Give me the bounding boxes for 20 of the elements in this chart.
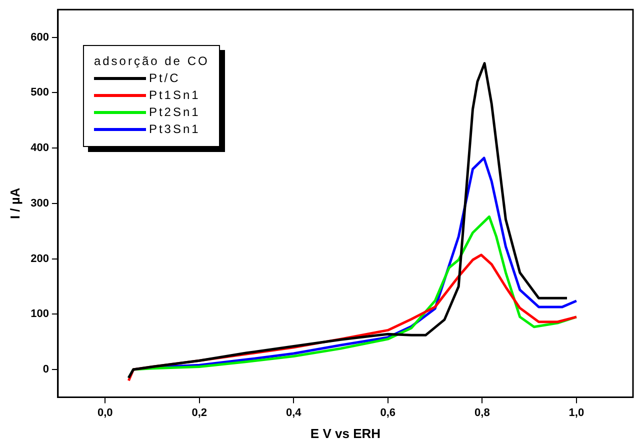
legend-label: Pt/C — [148, 71, 180, 86]
y-tick-label: 0 — [42, 364, 49, 376]
x-tick-label: 0,6 — [380, 406, 396, 419]
y-tick-label: 300 — [30, 197, 49, 210]
y-tick-label: 600 — [30, 31, 49, 44]
x-tick-label: 0,8 — [474, 406, 490, 419]
x-tick-label: 1,0 — [568, 406, 584, 419]
y-tick-label: 200 — [30, 252, 49, 265]
legend-label: Pt3Sn1 — [148, 122, 200, 136]
y-tick-label: 100 — [30, 308, 49, 320]
y-tick-label: 500 — [30, 86, 49, 99]
x-tick-label: 0,0 — [97, 406, 113, 419]
x-axis-title: E V vs ERH — [310, 426, 381, 441]
y-tick-label: 400 — [30, 142, 49, 154]
x-tick-label: 0,2 — [192, 406, 208, 419]
legend-label: Pt1Sn1 — [148, 88, 200, 102]
y-axis-title: I / µA — [7, 187, 22, 220]
x-tick-label: 0,4 — [286, 406, 302, 419]
legend-label: Pt2Sn1 — [148, 105, 200, 120]
legend-title: adsorção de CO — [94, 54, 210, 68]
